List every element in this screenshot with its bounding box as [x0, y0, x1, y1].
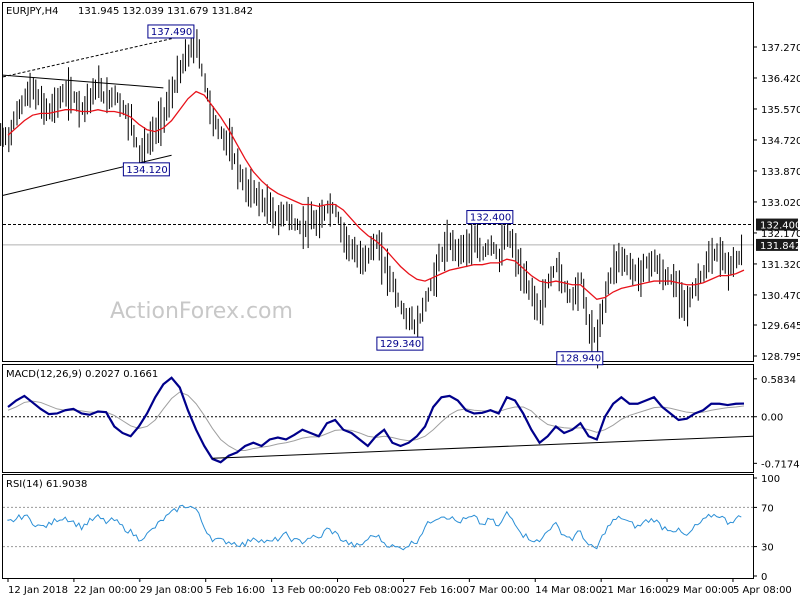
rsi-axis-label: 30	[761, 543, 774, 554]
price-annotation-box	[147, 24, 195, 39]
symbol-label: EURJPY,H4	[6, 6, 59, 17]
macd-title: MACD(12,26,9) 0.2027 0.1661	[6, 369, 158, 380]
price-tag	[756, 238, 798, 251]
time-axis-label: 29 Mar 00:00	[667, 585, 734, 596]
time-axis-label: 14 Mar 08:00	[535, 585, 602, 596]
price-tag-label: 132.400	[760, 221, 800, 232]
rsi-axis-label: 0	[761, 572, 767, 583]
macd-layer	[3, 376, 754, 464]
price-annotation-label: 128.940	[560, 354, 601, 365]
price-annotation-box	[556, 351, 604, 366]
macd-trendline	[212, 435, 754, 459]
price-axis-label: 131.320	[761, 260, 800, 271]
watermark: ActionForex.com	[110, 299, 293, 324]
price-axis-label: 135.570	[761, 105, 800, 116]
price-axis-label: 133.870	[761, 167, 800, 178]
rsi-layer	[3, 504, 753, 551]
price-annotation-label: 129.340	[380, 339, 421, 350]
price-axis-label: 130.470	[761, 291, 800, 302]
ohlc-readout: 131.945 132.039 131.679 131.842	[78, 6, 253, 17]
triangle-bottom-line	[2, 154, 172, 196]
price-tag	[756, 218, 798, 231]
time-axis-label: 13 Feb 00:00	[272, 585, 338, 596]
price-layer: 137.490 134.120 132.400 129.340 128.940	[0, 24, 753, 369]
price-annotation-box	[376, 336, 424, 351]
price-annotation-label: 132.400	[470, 213, 511, 224]
price-annotation-box	[122, 162, 170, 177]
price-axis-label: 137.270	[761, 43, 800, 54]
price-axis-label: 129.645	[761, 321, 800, 332]
moving-average-line	[7, 90, 745, 301]
time-axis-label: 22 Jan 00:00	[74, 585, 137, 596]
macd-panel-frame	[2, 364, 754, 473]
time-axis-label: 7 Mar 00:00	[469, 585, 529, 596]
time-axis-label: 21 Mar 16:00	[601, 585, 668, 596]
time-axis-label: 29 Jan 08:00	[140, 585, 203, 596]
time-axis-label: 5 Feb 16:00	[206, 585, 265, 596]
time-axis-label: 5 Apr 08:00	[733, 585, 792, 596]
rsi-panel-frame	[2, 474, 754, 579]
price-axis-label: 136.420	[761, 74, 800, 85]
macd-axis-label: 0.5834	[761, 375, 796, 386]
macd-line	[7, 376, 745, 464]
time-axis-label: 27 Feb 16:00	[403, 585, 469, 596]
price-annotation-box	[466, 210, 514, 225]
rsi-line	[7, 504, 742, 551]
upper-channel-line	[2, 34, 189, 78]
price-annotation-label: 134.120	[126, 165, 167, 176]
price-annotation-label: 137.490	[151, 27, 192, 38]
price-axis-label: 134.720	[761, 136, 800, 147]
macd-axis-label: -0.7174	[761, 459, 800, 470]
time-axis-label: 12 Jan 2018	[8, 585, 68, 596]
rsi-title: RSI(14) 61.9038	[6, 479, 87, 490]
macd-axis-label: 0.00	[761, 413, 783, 424]
price-tag-label: 131.842	[760, 241, 800, 252]
axis-layer: 137.270 136.420 135.570 134.720 133.870 133.0…	[7, 43, 800, 596]
rsi-axis-label: 70	[761, 503, 774, 514]
price-axis-label: 132.170	[761, 229, 800, 240]
price-axis-label: 128.795	[761, 352, 800, 363]
price-panel-frame	[2, 2, 754, 362]
price-axis-label: 133.020	[761, 198, 800, 209]
time-axis-label: 20 Feb 08:00	[338, 585, 404, 596]
rsi-axis-label: 100	[761, 474, 780, 485]
